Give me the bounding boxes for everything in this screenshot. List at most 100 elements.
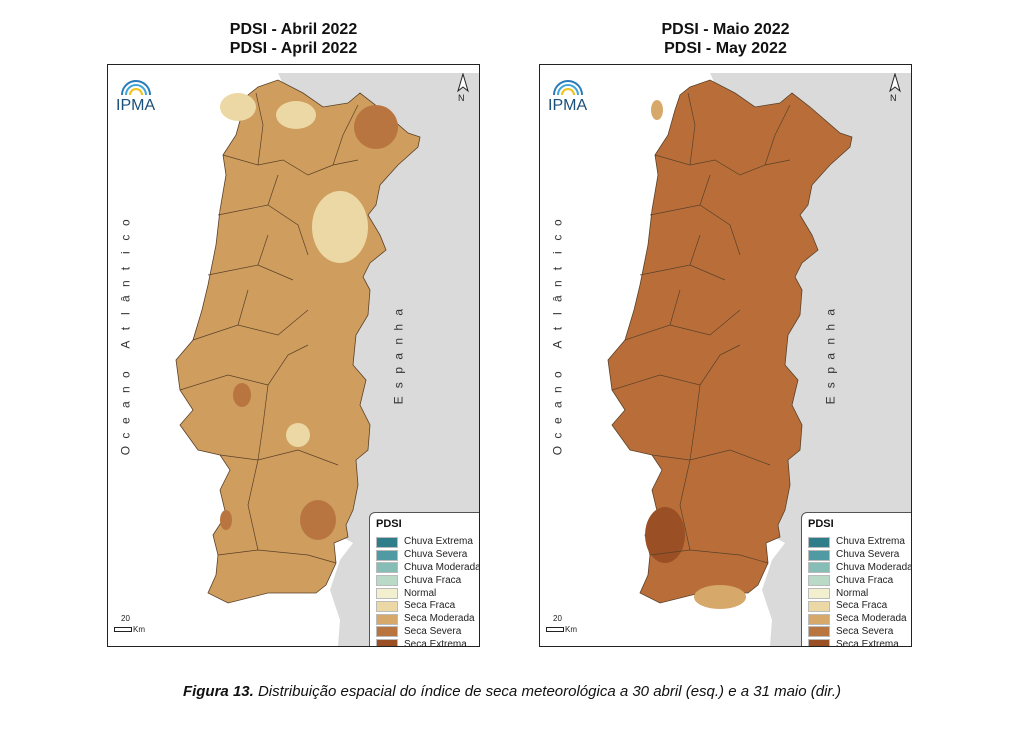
legend-swatch bbox=[376, 639, 398, 646]
ipma-logo: IPMA bbox=[548, 73, 592, 119]
map-panel-may: PDSI - Maio 2022 PDSI - May 2022 bbox=[539, 20, 912, 647]
label-char: O bbox=[550, 445, 565, 456]
label-char: O bbox=[118, 445, 133, 456]
scale-bar-graphic bbox=[114, 627, 132, 632]
legend-label: Chuva Severa bbox=[404, 549, 468, 561]
label-char: o bbox=[118, 219, 133, 226]
legend-swatch bbox=[376, 600, 398, 612]
scale-value: 20 bbox=[553, 614, 562, 623]
legend-swatch bbox=[376, 549, 398, 561]
legend-item: Normal bbox=[376, 587, 479, 600]
label-char: n bbox=[550, 280, 565, 287]
legend-label: Chuva Moderada bbox=[404, 561, 480, 573]
legend-swatch bbox=[808, 549, 830, 561]
map-title-line1: PDSI - Abril 2022 bbox=[229, 21, 358, 38]
label-char: p bbox=[391, 367, 406, 375]
legend-item: Seca Fraca bbox=[808, 600, 911, 613]
label-char: l bbox=[550, 312, 565, 316]
legend-item: Seca Severa bbox=[808, 625, 911, 639]
north-label: N bbox=[890, 93, 897, 103]
scale-unit: Km bbox=[565, 625, 577, 634]
north-label: N bbox=[458, 93, 465, 103]
legend-item: Chuva Fraca bbox=[376, 574, 479, 587]
north-arrow: N bbox=[454, 72, 472, 103]
legend-label: Seca Fraca bbox=[404, 600, 456, 612]
legend-label: Seca Severa bbox=[836, 625, 894, 637]
legend-item: Seca Fraca bbox=[376, 600, 479, 613]
legend-swatch bbox=[808, 562, 830, 574]
logo-text: IPMA bbox=[116, 97, 156, 114]
legend-swatch bbox=[376, 626, 398, 638]
figure-caption: Figura 13. Distribuição espacial do índi… bbox=[0, 683, 1024, 700]
label-char: E bbox=[391, 395, 406, 404]
label-char: n bbox=[823, 338, 838, 345]
scale-unit: Km bbox=[133, 625, 145, 634]
label-char: l bbox=[118, 312, 133, 316]
legend-item: Seca Moderada bbox=[808, 613, 911, 626]
portugal-map bbox=[607, 73, 911, 646]
legend-item: Seca Extrema bbox=[808, 638, 911, 646]
label-char: e bbox=[118, 416, 133, 424]
legend-item: Chuva Fraca bbox=[808, 574, 911, 587]
label-char: o bbox=[550, 371, 565, 378]
legend-title: PDSI bbox=[808, 518, 834, 530]
label-char: t bbox=[118, 327, 133, 331]
logo-text: IPMA bbox=[548, 97, 588, 114]
legend-label: Seca Moderada bbox=[836, 613, 907, 625]
legend-swatch bbox=[376, 536, 398, 548]
label-char: s bbox=[391, 382, 406, 389]
legend-label: Seca Moderada bbox=[404, 613, 475, 625]
label-char: o bbox=[550, 219, 565, 226]
label-char: c bbox=[550, 234, 565, 241]
legend-swatch bbox=[376, 613, 398, 625]
map-legend: PDSI Chuva Extrema Chuva Severa Chuva Mode… bbox=[369, 512, 480, 647]
legend-item: Chuva Extrema bbox=[376, 536, 479, 549]
label-char: a bbox=[823, 308, 838, 316]
anomaly-patches bbox=[220, 93, 398, 540]
legend-swatch bbox=[376, 562, 398, 574]
legend-item: Seca Moderada bbox=[376, 613, 479, 626]
district-borders bbox=[611, 92, 791, 564]
legend-label: Chuva Fraca bbox=[404, 574, 462, 586]
portugal-map bbox=[175, 73, 479, 646]
scale-bar-graphic bbox=[546, 627, 564, 632]
legend-item: Chuva Severa bbox=[376, 549, 479, 562]
label-char: a bbox=[391, 308, 406, 316]
legend-item: Chuva Moderada bbox=[376, 561, 480, 575]
legend-title: PDSI bbox=[376, 518, 402, 530]
legend-label: Seca Extrema bbox=[404, 638, 467, 647]
north-arrow-icon bbox=[889, 72, 901, 93]
label-char: n bbox=[550, 386, 565, 394]
legend-label: Seca Fraca bbox=[836, 600, 888, 612]
legend-item: Normal bbox=[808, 587, 911, 600]
label-char: t bbox=[118, 266, 133, 270]
map-title-line2: PDSI - April 2022 bbox=[229, 40, 358, 57]
label-char: E bbox=[823, 395, 838, 404]
legend-swatch bbox=[808, 613, 830, 625]
label-char: i bbox=[550, 251, 565, 255]
label-char: p bbox=[823, 367, 838, 375]
legend-item: Seca Extrema bbox=[376, 638, 479, 647]
legend-swatch bbox=[808, 626, 830, 638]
caption-text: Distribuição espacial do índice de seca … bbox=[253, 683, 842, 700]
map-title-line2: PDSI - May 2022 bbox=[664, 40, 787, 57]
label-char: t bbox=[550, 266, 565, 270]
map-title-line1: PDSI - Maio 2022 bbox=[661, 21, 790, 38]
north-arrow: N bbox=[886, 72, 904, 103]
legend-label: Normal bbox=[404, 587, 437, 599]
ipma-logo: IPMA bbox=[116, 73, 160, 119]
legend-swatch bbox=[808, 588, 830, 600]
label-char: A bbox=[118, 340, 133, 349]
label-char: â bbox=[550, 295, 565, 302]
district-borders bbox=[179, 92, 359, 564]
label-char: o bbox=[118, 371, 133, 378]
label-char: c bbox=[118, 432, 133, 439]
legend-item: Chuva Severa bbox=[808, 549, 911, 562]
legend-label: Normal bbox=[836, 587, 869, 599]
label-char: a bbox=[550, 401, 565, 409]
